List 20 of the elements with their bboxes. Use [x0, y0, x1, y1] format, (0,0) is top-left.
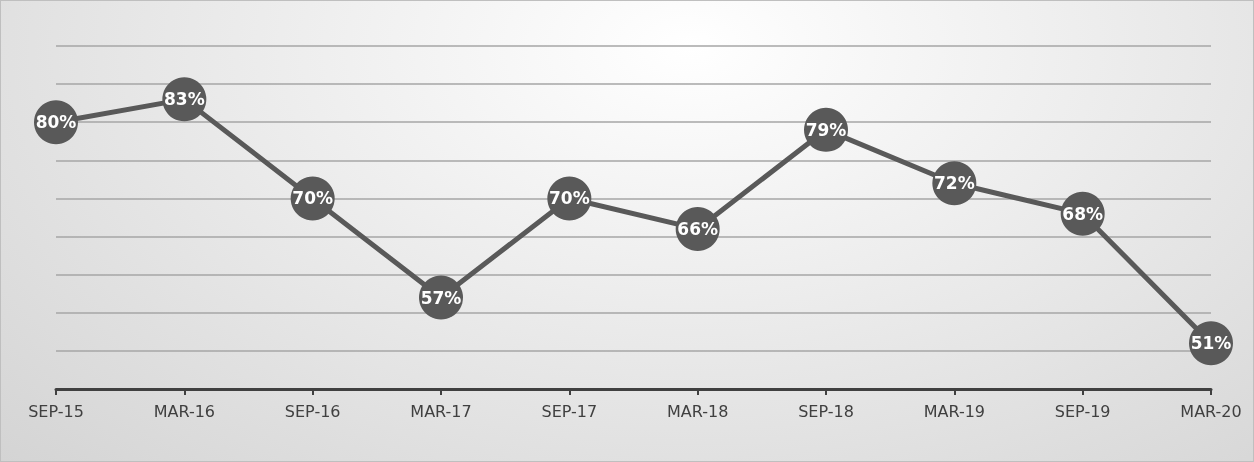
data-label: 70%: [292, 188, 334, 209]
data-label: 70%: [548, 188, 590, 209]
x-tick-label: SEP-17: [541, 401, 598, 421]
data-label: 83%: [163, 89, 205, 110]
x-tick-label: MAR-19: [923, 401, 986, 421]
x-tick-label: SEP-18: [798, 401, 854, 421]
data-label: 68%: [1062, 203, 1104, 224]
data-label: 51%: [1190, 333, 1232, 354]
x-tick-label: MAR-18: [666, 401, 729, 421]
x-tick-label: SEP-19: [1054, 401, 1111, 421]
data-label: 79%: [805, 119, 847, 140]
data-label: 57%: [420, 287, 462, 308]
data-label: 72%: [933, 173, 975, 194]
data-label: 66%: [677, 218, 719, 239]
x-tick-label: MAR-17: [410, 401, 472, 421]
x-tick-label: SEP-15: [28, 401, 84, 421]
x-tick-label: MAR-16: [153, 401, 216, 421]
x-tick-label: SEP-16: [284, 401, 341, 421]
data-label: 80%: [35, 112, 77, 133]
x-tick-label: MAR-20: [1180, 401, 1242, 421]
